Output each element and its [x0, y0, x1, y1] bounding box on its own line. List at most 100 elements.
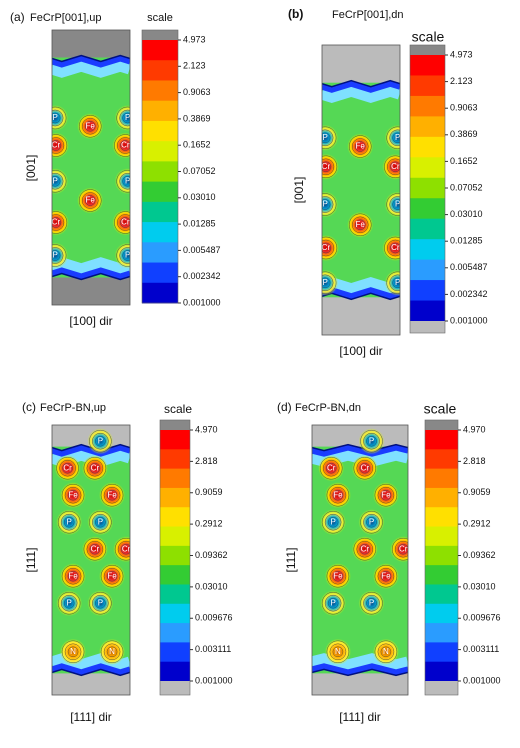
contour-line	[52, 140, 62, 151]
panel-tag: (b)	[288, 7, 303, 21]
contour-line	[360, 511, 383, 534]
atom-label: Fe	[356, 142, 366, 151]
contour-line	[363, 595, 380, 612]
contour-line	[324, 514, 342, 531]
contour-line	[324, 595, 342, 612]
atom-density	[382, 235, 400, 261]
scale-cap	[410, 321, 445, 333]
contour-line	[52, 54, 130, 63]
scale-frame	[141, 29, 179, 304]
scale-band	[160, 603, 190, 624]
contour-line	[322, 132, 331, 143]
scale-tick-label: 2.818	[195, 456, 218, 466]
scale-tick-label: 0.2912	[195, 519, 223, 529]
contour-line	[64, 487, 82, 504]
atom-density	[60, 638, 87, 665]
contour-line	[360, 592, 383, 615]
contour-line	[52, 173, 64, 190]
atom-label: P	[330, 517, 335, 526]
contour-line	[79, 189, 102, 212]
scale-band	[410, 157, 445, 179]
scale-tick-label: 4.970	[463, 424, 486, 434]
contour-line	[119, 109, 130, 127]
contour-line	[100, 565, 124, 588]
scale-tick-label: 0.01285	[183, 218, 216, 228]
scale-tick-label: 0.002342	[450, 289, 488, 299]
scale-band	[142, 242, 178, 264]
atom-density	[358, 509, 385, 536]
contour-line	[360, 430, 383, 453]
atom-density	[384, 124, 400, 151]
contour-line	[352, 138, 369, 155]
y-axis-label: [111]	[284, 548, 298, 573]
contour-line	[329, 568, 347, 585]
scale-tick-label: 0.005487	[183, 245, 221, 255]
scale-cap	[425, 420, 458, 430]
contour-line	[377, 643, 395, 660]
scale-tick-label: 0.03010	[463, 581, 496, 591]
atom-density	[358, 590, 385, 617]
atom-label: Fe	[333, 490, 343, 499]
panel: (b) FeCrP[001],dn P P Fe Cr Cr P P Fe Cr Cr P P [100] …	[288, 7, 488, 358]
scale-tick-label: 0.03010	[450, 209, 483, 219]
atom-density	[320, 509, 347, 536]
scale-cap	[142, 30, 178, 40]
x-axis-label: [111] dir	[339, 710, 381, 724]
contour-line	[322, 199, 331, 210]
panel-title: FeCrP[001],up	[30, 12, 102, 24]
atom-density	[87, 428, 114, 455]
atom-label: Fe	[107, 571, 117, 580]
scale-band	[410, 239, 445, 261]
scale-label: scale	[424, 401, 457, 417]
contour-line	[366, 436, 377, 447]
contour-band	[322, 82, 400, 104]
scale-band	[410, 95, 445, 117]
contour-line	[322, 193, 337, 216]
x-axis-label: [100] dir	[69, 314, 112, 328]
contour-line	[356, 460, 373, 477]
atom-label: Cr	[391, 162, 400, 171]
atom-density	[56, 590, 83, 617]
scale-tick-label: 0.9063	[183, 87, 211, 97]
contour-line	[392, 538, 408, 561]
scale-band	[142, 141, 178, 162]
contour-line	[86, 541, 104, 558]
contour-line	[52, 109, 64, 127]
scale-band	[410, 280, 445, 302]
scale-cap	[160, 420, 190, 430]
atom-label: Fe	[333, 571, 343, 580]
contour-band	[52, 663, 130, 676]
contour-line	[67, 490, 79, 501]
contour-line	[386, 271, 400, 294]
atom-density	[372, 482, 399, 509]
atom-label: P	[52, 251, 57, 260]
contour-line	[116, 106, 130, 130]
scale-band	[425, 487, 458, 508]
atom-label: Fe	[86, 121, 96, 130]
contour-line	[332, 490, 344, 501]
scale-tick-label: 4.973	[183, 34, 206, 44]
contour-line	[349, 213, 372, 237]
scale-tick-label: 0.002342	[183, 271, 221, 281]
scale-tick-label: 0.001000	[195, 675, 233, 685]
atom-density	[114, 242, 130, 269]
contour-line	[329, 487, 347, 504]
contour-line	[395, 541, 408, 558]
atom-label: P	[395, 200, 400, 209]
contour-line	[92, 514, 109, 531]
atom-label: Cr	[91, 463, 100, 472]
contour-line	[327, 517, 339, 528]
atom-label: P	[125, 176, 130, 185]
contour-line	[52, 272, 130, 281]
scale-band	[425, 642, 458, 663]
contour-line	[63, 598, 75, 609]
contour-line	[377, 487, 395, 504]
atom-label: Fe	[68, 490, 78, 499]
contour-line	[322, 274, 334, 291]
contour-line	[321, 592, 345, 615]
scale-band	[410, 55, 445, 76]
contour-line	[386, 193, 400, 216]
scale-band	[160, 449, 190, 470]
scale-band	[410, 116, 445, 138]
scale-tick-label: 0.09362	[463, 550, 496, 560]
